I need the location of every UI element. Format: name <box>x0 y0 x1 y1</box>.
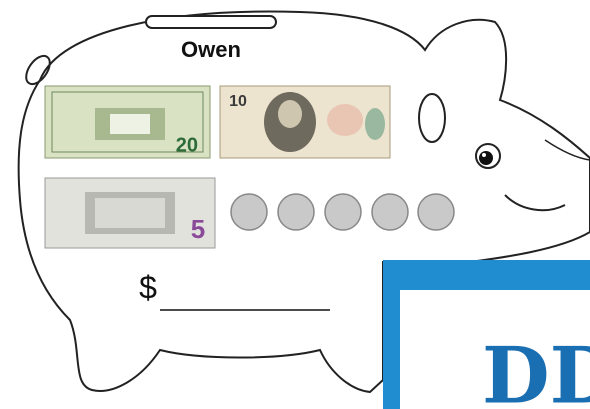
dime <box>231 194 267 230</box>
bill-denomination: 20 <box>176 134 198 156</box>
dime <box>325 194 361 230</box>
coin-slot <box>146 16 276 28</box>
logo: DD <box>383 260 590 409</box>
bill-denomination: 5 <box>191 214 205 244</box>
twenty-dollar-bill: 20 <box>45 86 210 158</box>
pupil <box>479 151 493 165</box>
dime <box>418 194 454 230</box>
owner-name: Owen <box>181 37 241 62</box>
eye-glint <box>482 153 486 157</box>
currency-symbol: $ <box>139 269 157 305</box>
bill-denomination: 10 <box>229 93 247 110</box>
dime <box>278 194 314 230</box>
ten-dollar-bill: 10 <box>220 86 390 158</box>
five-dollar-bill: 5 <box>45 178 215 248</box>
dime <box>372 194 408 230</box>
logo-text: DD <box>482 331 590 409</box>
piggy-bank-worksheet: Owen 20 10 5 $ DD <box>0 0 590 409</box>
